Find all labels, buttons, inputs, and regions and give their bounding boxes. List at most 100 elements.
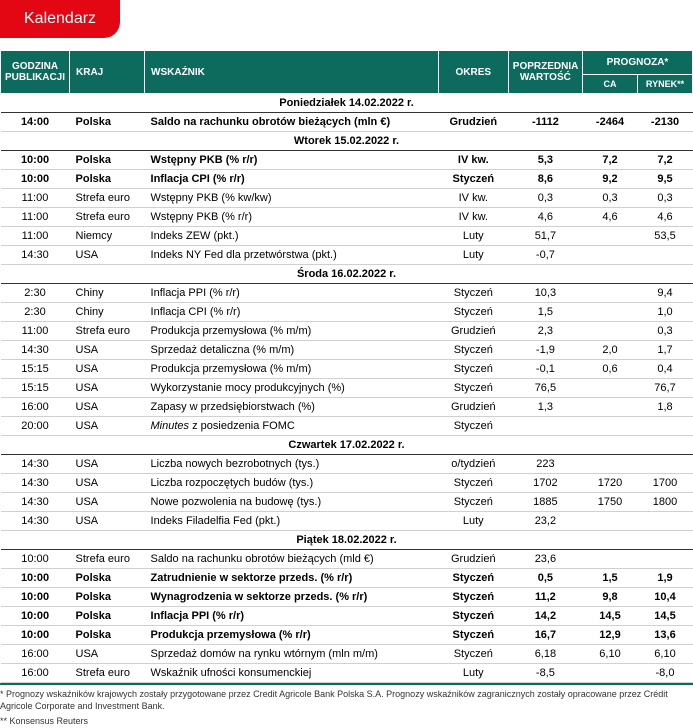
cell-period: Styczeń bbox=[438, 341, 508, 360]
cell-country: Strefa euro bbox=[70, 664, 145, 683]
cell-time: 10:00 bbox=[1, 588, 70, 607]
cell-market bbox=[638, 512, 693, 531]
cell-market: 1,7 bbox=[638, 341, 693, 360]
cell-period: Grudzień bbox=[438, 550, 508, 569]
cell-prev: 23,6 bbox=[508, 550, 582, 569]
cell-time: 10:00 bbox=[1, 626, 70, 645]
table-body: Poniedziałek 14.02.2022 r.14:00PolskaSal… bbox=[1, 94, 693, 683]
cell-market: -2130 bbox=[638, 113, 693, 132]
cell-period: Styczeń bbox=[438, 417, 508, 436]
cell-period: Luty bbox=[438, 512, 508, 531]
cell-country: Chiny bbox=[70, 284, 145, 303]
cell-prev: 1702 bbox=[508, 474, 582, 493]
cell-prev: 0,5 bbox=[508, 569, 582, 588]
cell-country: Polska bbox=[70, 113, 145, 132]
cell-country: USA bbox=[70, 341, 145, 360]
table-row: 11:00Strefa euroProdukcja przemysłowa (%… bbox=[1, 322, 693, 341]
cell-country: USA bbox=[70, 360, 145, 379]
cell-market: 1700 bbox=[638, 474, 693, 493]
cell-period: Grudzień bbox=[438, 322, 508, 341]
cell-ca bbox=[583, 664, 638, 683]
cell-country: USA bbox=[70, 417, 145, 436]
cell-market bbox=[638, 417, 693, 436]
cell-time: 14:30 bbox=[1, 246, 70, 265]
cell-indicator: Liczba nowych bezrobotnych (tys.) bbox=[145, 455, 439, 474]
th-forecast: PROGNOZA* bbox=[583, 51, 693, 75]
cell-prev: 14,2 bbox=[508, 607, 582, 626]
table-row: 16:00USAZapasy w przedsiębiorstwach (%)G… bbox=[1, 398, 693, 417]
cell-indicator: Wstępny PKB (% r/r) bbox=[145, 151, 439, 170]
cell-prev bbox=[508, 417, 582, 436]
cell-prev: 0,3 bbox=[508, 189, 582, 208]
cell-period: IV kw. bbox=[438, 151, 508, 170]
table-row: 16:00Strefa euroWskaźnik ufności konsume… bbox=[1, 664, 693, 683]
cell-market: 0,3 bbox=[638, 322, 693, 341]
cell-period: Styczeń bbox=[438, 474, 508, 493]
cell-indicator: Wskaźnik ufności konsumenckiej bbox=[145, 664, 439, 683]
day-header-cell: Wtorek 15.02.2022 r. bbox=[1, 132, 693, 151]
table-row: 10:00PolskaInflacja CPI (% r/r)Styczeń8,… bbox=[1, 170, 693, 189]
cell-country: USA bbox=[70, 246, 145, 265]
cell-time: 20:00 bbox=[1, 417, 70, 436]
cell-ca: 2,0 bbox=[583, 341, 638, 360]
cell-country: USA bbox=[70, 455, 145, 474]
cell-ca bbox=[583, 227, 638, 246]
day-header-row: Środa 16.02.2022 r. bbox=[1, 265, 693, 284]
th-country: KRAJ bbox=[70, 51, 145, 94]
cell-indicator: Minutes z posiedzenia FOMC bbox=[145, 417, 439, 436]
cell-prev: 10,3 bbox=[508, 284, 582, 303]
calendar-title-badge: Kalendarz bbox=[0, 0, 120, 38]
cell-prev: 4,6 bbox=[508, 208, 582, 227]
cell-time: 10:00 bbox=[1, 170, 70, 189]
cell-ca: 1750 bbox=[583, 493, 638, 512]
th-ca: CA bbox=[583, 75, 638, 94]
cell-period: Styczeń bbox=[438, 360, 508, 379]
cell-prev: 1,5 bbox=[508, 303, 582, 322]
cell-indicator: Inflacja PPI (% r/r) bbox=[145, 607, 439, 626]
cell-prev: 51,7 bbox=[508, 227, 582, 246]
cell-market: 6,10 bbox=[638, 645, 693, 664]
cell-market: -8,0 bbox=[638, 664, 693, 683]
cell-time: 14:00 bbox=[1, 113, 70, 132]
calendar-table: GODZINA PUBLIKACJI KRAJ WSKAŹNIK OKRES P… bbox=[0, 50, 693, 683]
cell-market: 1,9 bbox=[638, 569, 693, 588]
cell-country: Polska bbox=[70, 588, 145, 607]
cell-market bbox=[638, 246, 693, 265]
cell-ca: 1720 bbox=[583, 474, 638, 493]
table-row: 14:30USALiczba nowych bezrobotnych (tys.… bbox=[1, 455, 693, 474]
cell-time: 14:30 bbox=[1, 474, 70, 493]
cell-country: Strefa euro bbox=[70, 208, 145, 227]
table-row: 2:30ChinyInflacja CPI (% r/r)Styczeń1,51… bbox=[1, 303, 693, 322]
cell-period: Styczeń bbox=[438, 284, 508, 303]
cell-time: 2:30 bbox=[1, 303, 70, 322]
cell-period: Styczeń bbox=[438, 303, 508, 322]
cell-period: Luty bbox=[438, 227, 508, 246]
footnote-2: ** Konsensus Reuters bbox=[0, 716, 693, 728]
th-indicator: WSKAŹNIK bbox=[145, 51, 439, 94]
th-time: GODZINA PUBLIKACJI bbox=[1, 51, 70, 94]
cell-ca: 12,9 bbox=[583, 626, 638, 645]
cell-country: Chiny bbox=[70, 303, 145, 322]
cell-time: 10:00 bbox=[1, 569, 70, 588]
cell-time: 16:00 bbox=[1, 664, 70, 683]
table-row: 14:30USANowe pozwolenia na budowę (tys.)… bbox=[1, 493, 693, 512]
cell-period: o/tydzień bbox=[438, 455, 508, 474]
cell-prev: -0,7 bbox=[508, 246, 582, 265]
cell-period: Styczeń bbox=[438, 588, 508, 607]
cell-indicator: Inflacja CPI (% r/r) bbox=[145, 170, 439, 189]
day-header-cell: Piątek 18.02.2022 r. bbox=[1, 531, 693, 550]
th-period: OKRES bbox=[438, 51, 508, 94]
cell-market: 53,5 bbox=[638, 227, 693, 246]
cell-market: 9,5 bbox=[638, 170, 693, 189]
cell-country: USA bbox=[70, 474, 145, 493]
cell-country: Polska bbox=[70, 170, 145, 189]
cell-prev: 16,7 bbox=[508, 626, 582, 645]
cell-ca: 0,6 bbox=[583, 360, 638, 379]
cell-country: Polska bbox=[70, 151, 145, 170]
cell-period: Grudzień bbox=[438, 113, 508, 132]
table-row: 10:00Strefa euroSaldo na rachunku obrotó… bbox=[1, 550, 693, 569]
cell-ca bbox=[583, 322, 638, 341]
cell-period: Styczeń bbox=[438, 379, 508, 398]
cell-time: 2:30 bbox=[1, 284, 70, 303]
cell-period: Styczeń bbox=[438, 493, 508, 512]
